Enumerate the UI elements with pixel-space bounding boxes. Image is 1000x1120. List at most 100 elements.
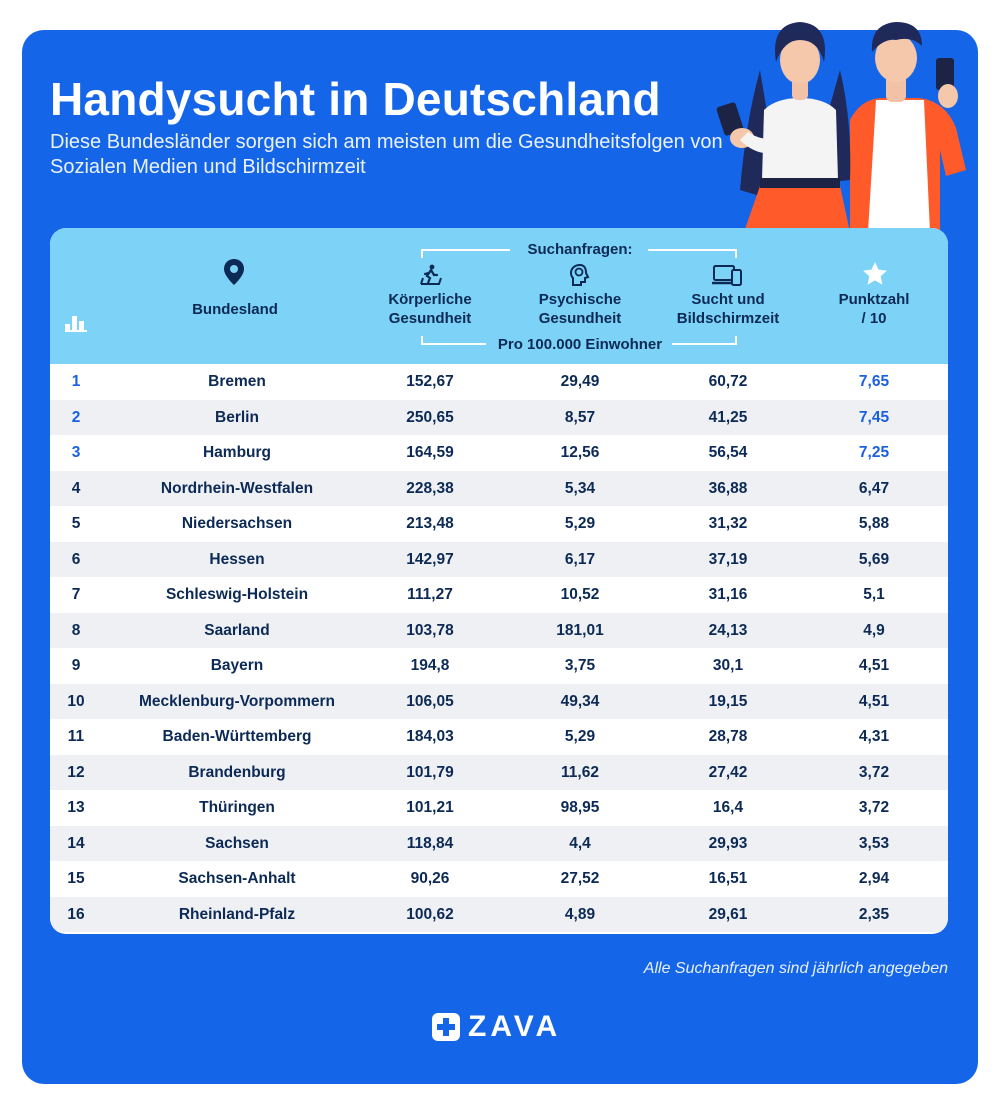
koerper-cell: 100,62 <box>406 905 454 923</box>
people-with-phones-illustration <box>716 22 966 232</box>
psych-cell: 5,29 <box>564 728 596 745</box>
score-cell: 2,94 <box>858 870 890 887</box>
sucht-cell: 16,51 <box>708 870 748 887</box>
psych-cell: 29,49 <box>560 373 600 390</box>
rank-cell: 14 <box>67 834 85 852</box>
bundesland-cell: Berlin <box>215 408 259 426</box>
psych-cell: 4,4 <box>569 834 591 852</box>
sucht-cell: 30,1 <box>712 657 744 674</box>
man-figure <box>850 22 966 232</box>
rank-cell: 16 <box>67 905 85 923</box>
koerper-cell: 103,78 <box>406 621 454 639</box>
sucht-cell: 37,19 <box>708 550 748 568</box>
koerper-cell: 152,67 <box>406 373 454 390</box>
sucht-cell: 31,32 <box>708 515 748 532</box>
header-koerper-line2: Gesundheit <box>388 310 472 327</box>
rank-cell: 5 <box>71 515 81 532</box>
rank-cell: 2 <box>71 408 81 426</box>
woman-figure <box>716 22 851 232</box>
psych-cell: 12,56 <box>560 444 600 461</box>
psych-cell: 6,17 <box>564 550 596 568</box>
table-row: 6 Hessen 142,97 6,17 37,19 5,69 <box>50 541 948 577</box>
score-cell: 4,51 <box>858 692 890 710</box>
bundesland-cell: Bayern <box>210 657 264 674</box>
sucht-cell: 24,13 <box>708 621 748 639</box>
rank-cell: 11 <box>67 728 85 745</box>
koerper-cell: 90,26 <box>410 870 450 887</box>
table-row: 13 Thüringen 101,21 98,95 16,4 3,72 <box>50 790 948 826</box>
rank-cell: 7 <box>71 586 81 603</box>
group-bracket <box>421 249 737 345</box>
score-cell: 2,35 <box>858 905 890 923</box>
header-psych-line1: Psychische <box>538 291 622 308</box>
score-cell: 3,53 <box>858 834 890 852</box>
rank-cell: 6 <box>71 550 81 568</box>
rank-cell: 13 <box>67 799 85 816</box>
koerper-cell: 111,27 <box>407 586 453 603</box>
table-row: 3 Hamburg 164,59 12,56 56,54 7,25 <box>50 435 948 471</box>
star-icon <box>863 262 887 285</box>
score-cell: 4,51 <box>858 657 890 674</box>
table-header: Bundesland Suchanfragen: Pro 100.000 Ein… <box>50 228 948 364</box>
table-row: 12 Brandenburg 101,79 11,62 27,42 3,72 <box>50 754 948 790</box>
sucht-cell: 60,72 <box>708 373 748 390</box>
bundesland-cell: Bremen <box>208 373 266 390</box>
rank-cell: 9 <box>71 657 81 674</box>
zava-logo: ZAVA <box>432 1012 561 1042</box>
footnote: Alle Suchanfragen sind jährlich angegebe… <box>643 960 948 977</box>
koerper-cell: 164,59 <box>406 444 454 461</box>
table-row: 14 Sachsen 118,84 4,4 29,93 3,53 <box>50 825 948 861</box>
rank-cell: 8 <box>71 621 81 639</box>
koerper-cell: 194,8 <box>410 657 450 674</box>
koerper-cell: 106,05 <box>406 692 454 710</box>
table-row: 5 Niedersachsen 213,48 5,29 31,32 5,88 <box>50 506 948 542</box>
koerper-cell: 142,97 <box>406 550 454 568</box>
score-cell: 5,1 <box>863 586 885 603</box>
bar-chart-icon <box>65 316 87 332</box>
rank-cell: 15 <box>67 870 85 887</box>
score-cell: 5,88 <box>858 515 890 532</box>
koerper-cell: 213,48 <box>406 515 454 532</box>
page-title: Handysucht in Deutschland <box>50 73 661 125</box>
koerper-cell: 184,03 <box>406 728 454 745</box>
psych-cell: 4,89 <box>564 905 596 923</box>
bundesland-cell: Rheinland-Pfalz <box>178 905 296 923</box>
rank-cell: 3 <box>71 444 81 461</box>
header-score-line2: / 10 <box>861 310 887 327</box>
score-cell: 6,47 <box>858 479 890 497</box>
psych-cell: 181,01 <box>556 621 604 639</box>
bundesland-cell: Thüringen <box>199 799 275 816</box>
ranking-table: Bundesland Suchanfragen: Pro 100.000 Ein… <box>50 228 948 934</box>
rank-cell: 12 <box>67 763 85 781</box>
header-sucht-line1: Sucht und <box>691 291 765 308</box>
bundesland-cell: Sachsen-Anhalt <box>178 870 296 887</box>
psych-cell: 5,34 <box>564 479 596 497</box>
plus-logo-icon <box>432 1013 460 1041</box>
koerper-cell: 250,65 <box>406 408 454 426</box>
psych-cell: 49,34 <box>560 692 600 710</box>
table-row: 9 Bayern 194,8 3,75 30,1 4,51 <box>50 648 948 684</box>
psych-cell: 27,52 <box>560 870 600 887</box>
page-subtitle: Diese Bundesländer sorgen sich am meiste… <box>50 131 723 178</box>
table-row: 11 Baden-Württemberg 184,03 5,29 28,78 4,31 <box>50 719 948 755</box>
sucht-cell: 28,78 <box>708 728 748 745</box>
bundesland-cell: Schleswig-Holstein <box>165 586 309 603</box>
logo-wordmark: ZAVA <box>468 1010 562 1043</box>
bundesland-cell: Saarland <box>204 621 270 639</box>
sucht-cell: 56,54 <box>708 444 748 461</box>
score-cell: 4,9 <box>863 621 885 639</box>
bundesland-cell: Baden-Württemberg <box>162 728 312 745</box>
rank-cell: 10 <box>67 692 85 710</box>
sucht-cell: 31,16 <box>708 586 748 603</box>
treadmill-icon <box>420 264 442 285</box>
rank-cell: 1 <box>71 373 81 390</box>
bundesland-cell: Nordrhein-Westfalen <box>160 479 314 497</box>
header-group-bottom: Pro 100.000 Einwohner <box>497 336 663 353</box>
bundesland-cell: Niedersachsen <box>181 515 293 532</box>
sucht-cell: 29,93 <box>708 834 748 852</box>
sucht-cell: 27,42 <box>708 763 748 781</box>
koerper-cell: 228,38 <box>406 479 454 497</box>
psych-cell: 11,62 <box>561 763 599 781</box>
koerper-cell: 101,21 <box>406 799 454 816</box>
table-row: 7 Schleswig-Holstein 111,27 10,52 31,16 5,1 <box>50 577 948 613</box>
